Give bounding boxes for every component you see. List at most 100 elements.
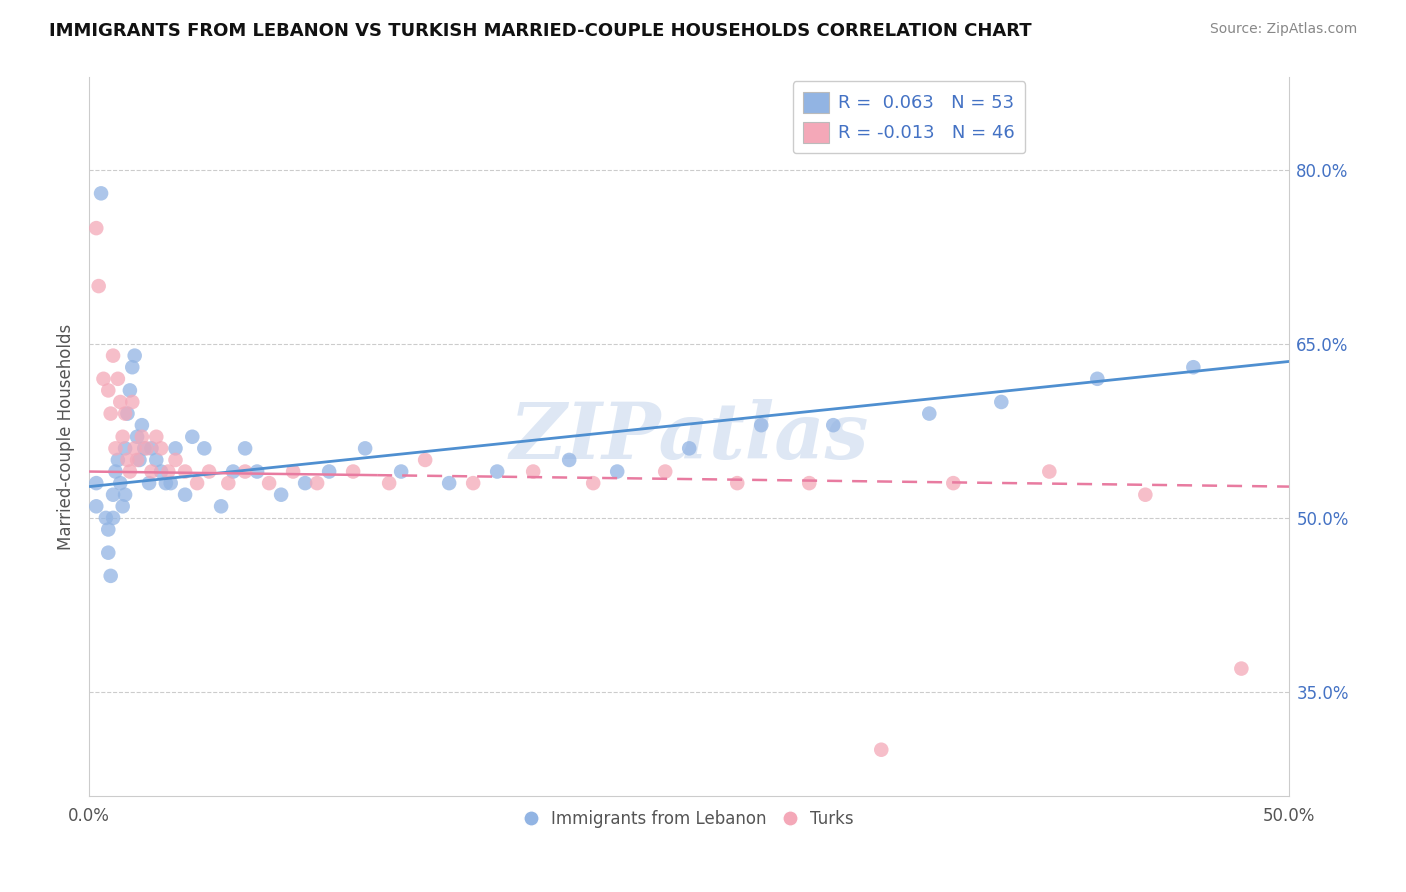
Point xyxy=(413,453,436,467)
Point xyxy=(174,488,197,502)
Point xyxy=(125,453,148,467)
Text: Source: ZipAtlas.com: Source: ZipAtlas.com xyxy=(1209,22,1357,37)
Point xyxy=(157,465,180,479)
Point xyxy=(307,476,329,491)
Point xyxy=(342,465,364,479)
Point xyxy=(118,384,141,398)
Point xyxy=(145,430,167,444)
Point xyxy=(87,279,110,293)
Point xyxy=(114,488,136,502)
Point xyxy=(186,476,208,491)
Point xyxy=(870,742,893,756)
Point xyxy=(145,453,167,467)
Point xyxy=(217,476,239,491)
Point xyxy=(678,442,700,456)
Point xyxy=(84,221,107,235)
Point xyxy=(354,442,377,456)
Point xyxy=(198,465,221,479)
Point xyxy=(128,453,150,467)
Point xyxy=(257,476,280,491)
Point xyxy=(582,476,605,491)
Point xyxy=(437,476,460,491)
Point xyxy=(1230,662,1253,676)
Point xyxy=(522,465,544,479)
Point xyxy=(155,476,177,491)
Point xyxy=(159,476,181,491)
Point xyxy=(1182,360,1205,375)
Point xyxy=(233,442,256,456)
Point xyxy=(725,476,748,491)
Point xyxy=(654,465,676,479)
Point xyxy=(389,465,412,479)
Point xyxy=(121,360,143,375)
Point xyxy=(134,442,156,456)
Point xyxy=(823,418,845,433)
Point xyxy=(114,407,136,421)
Point xyxy=(150,442,173,456)
Point xyxy=(270,488,292,502)
Point xyxy=(131,430,153,444)
Point xyxy=(1085,372,1108,386)
Point xyxy=(749,418,772,433)
Point xyxy=(97,384,120,398)
Point xyxy=(104,442,127,456)
Point xyxy=(378,476,401,491)
Point xyxy=(118,465,141,479)
Legend: Immigrants from Lebanon, Turks: Immigrants from Lebanon, Turks xyxy=(517,803,860,835)
Point xyxy=(138,476,160,491)
Point xyxy=(84,500,107,514)
Point xyxy=(131,418,153,433)
Point xyxy=(174,465,197,479)
Point xyxy=(942,476,965,491)
Point xyxy=(97,546,120,560)
Point xyxy=(107,453,129,467)
Y-axis label: Married-couple Households: Married-couple Households xyxy=(58,324,75,549)
Point xyxy=(90,186,112,201)
Point xyxy=(222,465,245,479)
Point xyxy=(124,349,146,363)
Point xyxy=(101,488,124,502)
Point xyxy=(101,511,124,525)
Point xyxy=(93,372,115,386)
Point xyxy=(100,407,122,421)
Point xyxy=(246,465,269,479)
Point xyxy=(165,442,187,456)
Point xyxy=(110,395,132,409)
Point xyxy=(990,395,1012,409)
Point xyxy=(124,442,146,456)
Point xyxy=(97,523,120,537)
Point xyxy=(193,442,215,456)
Text: ZIPatlas: ZIPatlas xyxy=(509,399,869,475)
Point xyxy=(110,476,132,491)
Point xyxy=(918,407,941,421)
Point xyxy=(318,465,340,479)
Point xyxy=(1326,500,1348,514)
Point xyxy=(111,500,134,514)
Point xyxy=(294,476,316,491)
Point xyxy=(111,430,134,444)
Point xyxy=(233,465,256,479)
Point xyxy=(1135,488,1157,502)
Point xyxy=(104,465,127,479)
Point xyxy=(209,500,232,514)
Point xyxy=(141,442,163,456)
Point xyxy=(100,569,122,583)
Point xyxy=(141,465,163,479)
Point xyxy=(107,372,129,386)
Point xyxy=(135,442,157,456)
Point xyxy=(84,476,107,491)
Point xyxy=(165,453,187,467)
Point xyxy=(281,465,304,479)
Point xyxy=(150,465,173,479)
Point xyxy=(117,407,139,421)
Point xyxy=(1038,465,1060,479)
Point xyxy=(486,465,509,479)
Point xyxy=(799,476,821,491)
Point xyxy=(94,511,117,525)
Point xyxy=(117,453,139,467)
Point xyxy=(606,465,628,479)
Point xyxy=(125,430,148,444)
Point xyxy=(101,349,124,363)
Text: IMMIGRANTS FROM LEBANON VS TURKISH MARRIED-COUPLE HOUSEHOLDS CORRELATION CHART: IMMIGRANTS FROM LEBANON VS TURKISH MARRI… xyxy=(49,22,1032,40)
Point xyxy=(121,395,143,409)
